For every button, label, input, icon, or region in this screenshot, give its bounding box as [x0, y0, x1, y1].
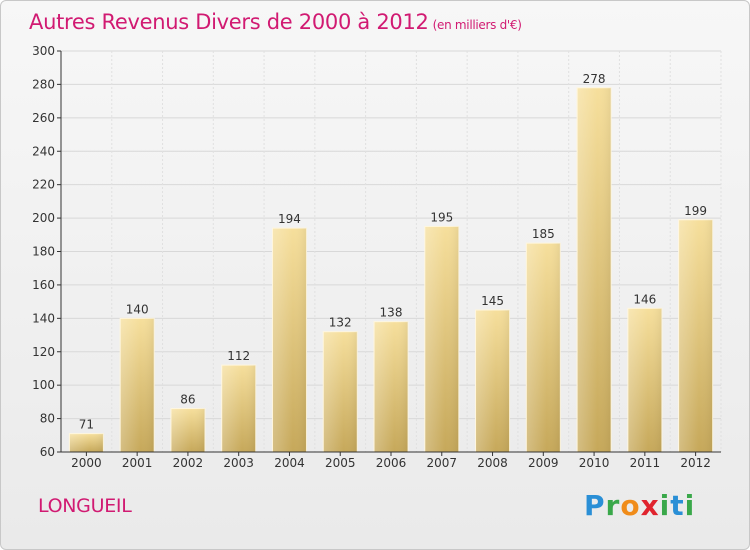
chart-title-text: Autres Revenus Divers de 2000 à 2012 — [29, 10, 429, 34]
x-tick-label: 2004 — [274, 456, 305, 470]
logo-letter: i — [684, 489, 696, 522]
y-tick-label: 60 — [40, 445, 55, 459]
y-tick-label: 100 — [32, 378, 55, 392]
x-tick-label: 2003 — [223, 456, 254, 470]
logo-letter: x — [640, 489, 660, 522]
bar-shade — [526, 243, 561, 452]
commune-name: LONGUEIL — [38, 495, 132, 517]
chart-title: Autres Revenus Divers de 2000 à 2012 (en … — [29, 10, 522, 34]
logo-letter: r — [605, 489, 621, 522]
y-tick-label: 160 — [32, 278, 55, 292]
bar-shade — [221, 365, 256, 452]
bar-shade — [323, 331, 358, 452]
y-tick-label: 240 — [32, 144, 55, 158]
data-label: 71 — [79, 418, 94, 432]
bar-shade — [272, 228, 307, 452]
proxiti-logo[interactable]: Proxiti — [584, 489, 695, 522]
bar-shade — [424, 226, 459, 452]
data-label: 195 — [430, 210, 453, 224]
data-label: 199 — [684, 204, 707, 218]
x-tick-label: 2008 — [477, 456, 508, 470]
y-tick-label: 220 — [32, 178, 55, 192]
y-tick-label: 280 — [32, 77, 55, 91]
chart-subtitle: (en milliers d'€) — [432, 18, 522, 32]
x-tick-label: 2001 — [122, 456, 153, 470]
data-label: 86 — [180, 393, 195, 407]
bar-shade — [69, 433, 104, 452]
data-label: 112 — [227, 349, 250, 363]
x-tick-label: 2005 — [325, 456, 356, 470]
y-tick-label: 140 — [32, 311, 55, 325]
y-tick-label: 80 — [40, 412, 55, 426]
y-tick-label: 180 — [32, 245, 55, 259]
data-label: 132 — [329, 316, 352, 330]
bar-shade — [577, 87, 612, 452]
bar-shade — [627, 308, 662, 452]
x-tick-label: 2010 — [579, 456, 610, 470]
bar-shade — [678, 219, 713, 452]
data-label: 185 — [532, 227, 555, 241]
y-tick-label: 200 — [32, 211, 55, 225]
data-label: 146 — [633, 292, 656, 306]
x-tick-label: 2009 — [528, 456, 559, 470]
data-label: 138 — [380, 306, 403, 320]
data-label: 194 — [278, 212, 301, 226]
bar-shade — [170, 408, 205, 452]
x-tick-label: 2011 — [630, 456, 661, 470]
bar-shade — [120, 318, 155, 452]
x-tick-label: 2000 — [71, 456, 102, 470]
bars — [68, 87, 714, 453]
y-tick-label: 120 — [32, 345, 55, 359]
y-tick-label: 260 — [32, 111, 55, 125]
logo-letter: t — [670, 489, 685, 522]
bar-shade — [374, 321, 408, 452]
x-tick-label: 2002 — [173, 456, 204, 470]
y-tick-label: 300 — [32, 44, 55, 58]
x-tick-label: 2012 — [680, 456, 711, 470]
x-tick-label: 2006 — [376, 456, 407, 470]
x-tick-label: 2007 — [426, 456, 457, 470]
bar-shade — [475, 309, 510, 452]
data-label: 140 — [126, 302, 149, 316]
logo-letter: i — [659, 489, 671, 522]
logo-letter: P — [584, 489, 606, 522]
logo-letter: o — [620, 489, 641, 522]
labels: 60 80 100 120 140 160 180 200 220 240 260 280 300 71 2… — [32, 44, 711, 470]
data-label: 278 — [583, 72, 606, 86]
data-label: 145 — [481, 294, 504, 308]
axes — [57, 50, 721, 456]
